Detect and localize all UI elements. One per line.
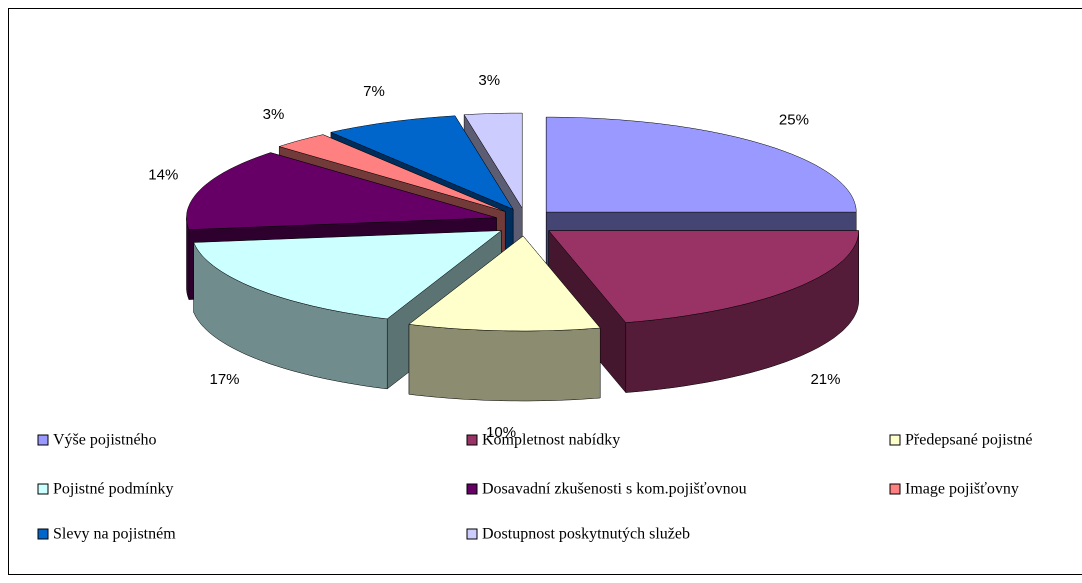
data-label: 17% [209,371,239,388]
legend-swatch [889,483,901,495]
slice-side [408,324,601,402]
legend-label: Slevy na pojistném [53,526,176,543]
legend-label: Dosavadní zkušenosti s kom.pojišťovnou [482,481,747,498]
legend-label: Image pojišťovny [905,481,1019,498]
legend-swatch [466,483,478,495]
pie [186,112,859,402]
legend-label: Dostupnost poskytnutých služeb [482,526,690,543]
data-label: 7% [363,83,385,100]
legend-label: Pojistné podmínky [53,481,173,498]
slice [330,115,514,210]
data-label: 21% [810,371,840,388]
slice [193,230,503,320]
slice [278,134,506,212]
legend-label: Výše pojistného [53,432,157,449]
legend: Výše pojistného Kompletnost nabídky Předep… [37,432,1033,543]
slice [545,116,857,213]
slice [408,235,601,332]
slice [463,112,523,209]
data-label: 25% [779,112,809,129]
legend-swatch [37,483,49,495]
legend-label: Kompletnost nabídky [482,432,620,449]
slice-side [186,217,190,300]
data-label: 14% [148,166,178,183]
slice [186,152,497,230]
slice [548,230,859,323]
data-label: 3% [263,106,285,123]
data-label: 3% [478,72,500,89]
legend-swatch [466,528,478,540]
legend-swatch [466,434,478,446]
legend-label: Předepsané pojistné [905,432,1033,449]
data-label: 10% [486,424,516,441]
legend-swatch [889,434,901,446]
legend-swatch [37,434,49,446]
labels: 25% 21% 10% 17% 14% 3% 7% 3% [148,72,840,441]
legend-swatch [37,528,49,540]
